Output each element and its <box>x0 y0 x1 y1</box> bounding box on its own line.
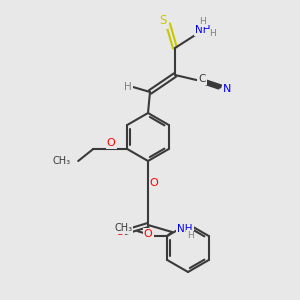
Text: O: O <box>144 229 153 239</box>
Text: O: O <box>107 138 116 148</box>
Text: H: H <box>187 230 194 239</box>
Text: NH: NH <box>195 25 211 35</box>
Text: CH₃: CH₃ <box>114 223 132 233</box>
Text: C: C <box>198 74 206 84</box>
Text: H: H <box>208 29 215 38</box>
Text: H: H <box>124 82 132 92</box>
Text: O: O <box>116 227 124 237</box>
Text: CH₃: CH₃ <box>52 156 70 166</box>
Text: S: S <box>159 14 167 28</box>
Text: N: N <box>223 84 231 94</box>
Text: NH: NH <box>177 224 193 234</box>
Text: H: H <box>200 17 206 26</box>
Text: O: O <box>150 178 158 188</box>
